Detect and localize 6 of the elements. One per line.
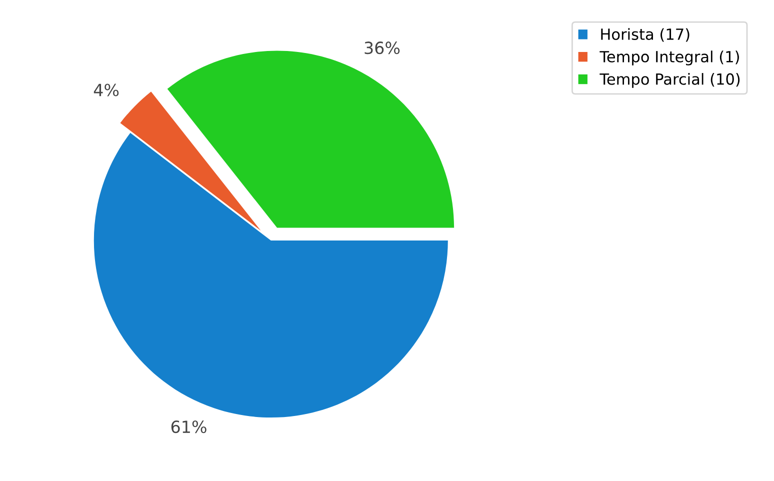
data-label: 4% [94,84,119,96]
data-label: 61% [171,420,206,434]
legend-label: Horista (17) [601,28,690,42]
legend-label: Tempo Parcial (10) [600,73,740,88]
legend-label: Tempo Integral (1) [600,50,739,66]
data-label: 36% [364,42,400,54]
